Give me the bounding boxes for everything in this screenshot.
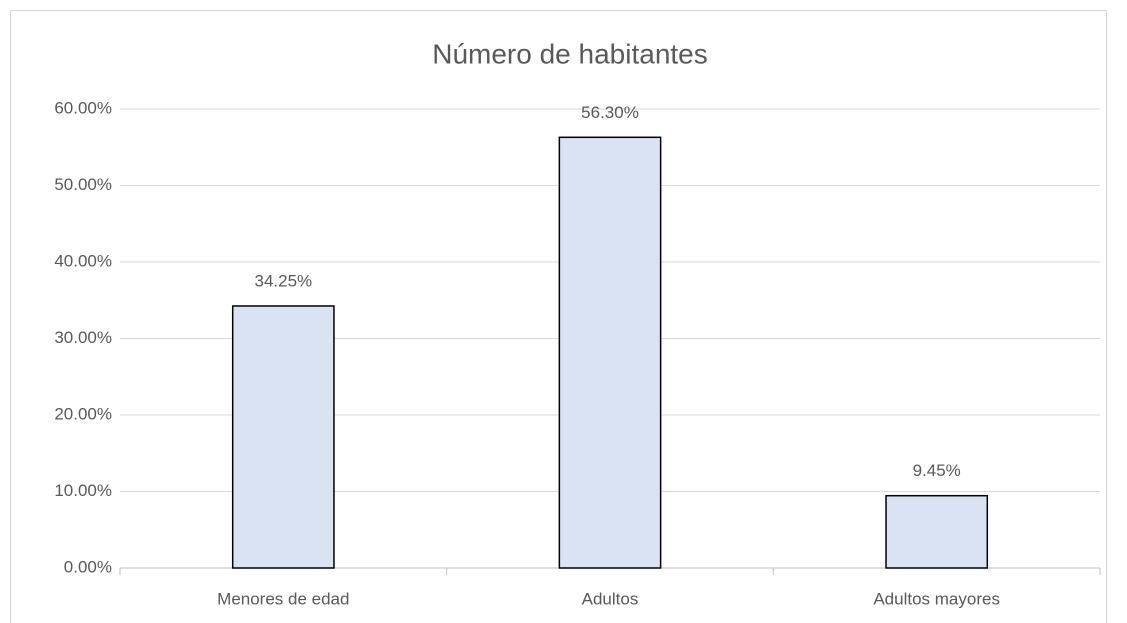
y-tick-label: 40.00% (54, 251, 112, 270)
bar (558, 136, 662, 569)
x-tick-label: Menores de edad (217, 589, 349, 608)
y-tick-label: 30.00% (54, 328, 112, 347)
data-label: 9.45% (913, 461, 961, 480)
y-tick-label: 60.00% (54, 98, 112, 117)
data-label: 34.25% (254, 271, 312, 290)
y-tick-label: 50.00% (54, 175, 112, 194)
bar (885, 494, 989, 569)
bar (231, 305, 335, 569)
y-tick-label: 20.00% (54, 404, 112, 423)
chart-title: Número de habitantes (432, 38, 708, 69)
x-tick-label: Adultos mayores (873, 589, 1000, 608)
x-tick-label: Adultos (582, 589, 639, 608)
y-tick-label: 10.00% (54, 481, 112, 500)
data-label: 56.30% (581, 103, 639, 122)
y-tick-label: 0.00% (64, 557, 112, 576)
